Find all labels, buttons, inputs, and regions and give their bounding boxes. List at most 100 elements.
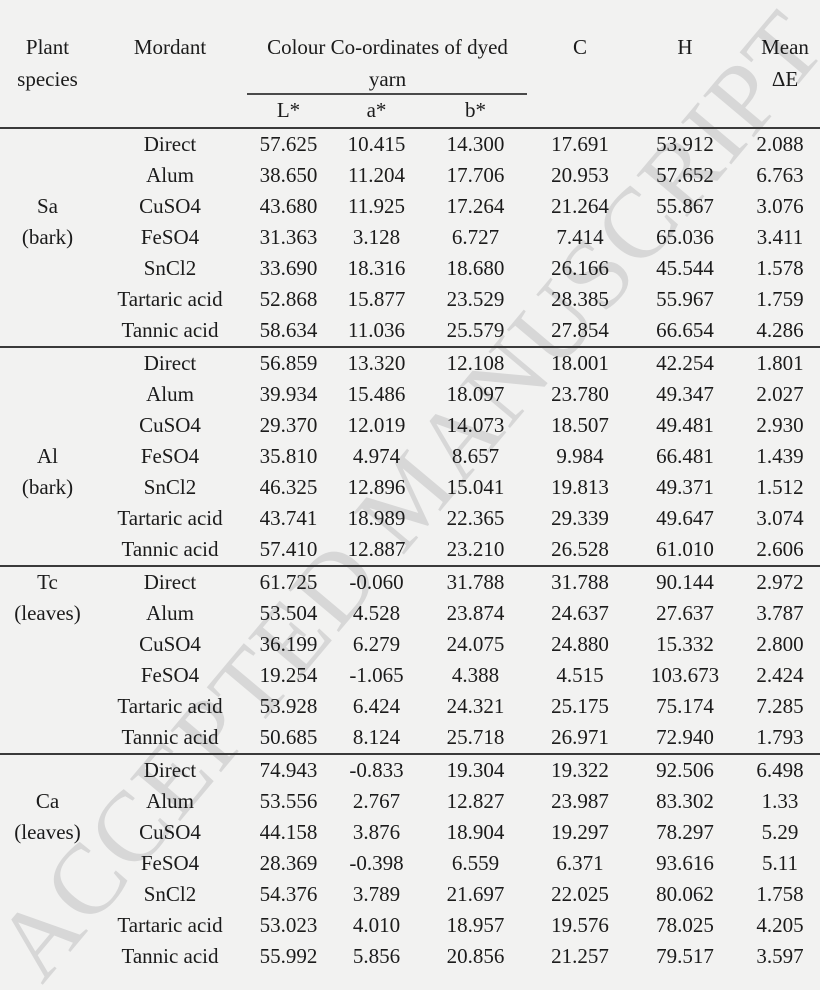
value-cell-L: 57.625 <box>259 132 318 156</box>
table-row: SnCl2 33.690 18.316 18.680 26.166 45.544 1.578 <box>0 253 820 284</box>
value-cell-b: 18.957 <box>446 913 505 937</box>
value-cell-L: 50.685 <box>259 725 318 749</box>
mordant-cell: Alum <box>146 789 194 813</box>
value-cell-L: 53.023 <box>259 913 318 937</box>
value-cell-dE: 2.088 <box>756 132 804 156</box>
table-row: Alum 53.556 2.767 12.827 23.987 83.302 1.33 <box>0 786 820 817</box>
value-cell-L: 57.410 <box>259 537 318 561</box>
value-cell-C: 27.854 <box>551 318 609 342</box>
value-cell-L: 28.369 <box>259 851 318 875</box>
table-row: Direct 74.943 -0.833 19.304 19.322 92.506 6.49… <box>0 755 820 786</box>
value-cell-L: 53.928 <box>259 694 318 718</box>
value-cell-dE: 3.411 <box>756 225 804 249</box>
value-cell-H: 42.254 <box>656 351 714 375</box>
value-cell-a: -0.398 <box>349 851 404 875</box>
value-cell-dE: 2.972 <box>756 570 804 594</box>
value-cell-C: 18.001 <box>551 351 609 375</box>
value-cell-a: 8.124 <box>352 725 401 749</box>
col-header-hue-H: H <box>677 35 693 59</box>
table-row: Alum 53.504 4.528 23.874 24.637 27.637 3.787 <box>0 598 820 629</box>
mordant-cell: SnCl2 <box>143 475 197 499</box>
value-cell-L: 61.725 <box>259 570 318 594</box>
value-cell-b: 6.727 <box>451 225 500 249</box>
mordant-cell: Direct <box>143 758 197 782</box>
subcol-header-b-star: b* <box>465 98 486 122</box>
value-cell-C: 24.880 <box>551 632 609 656</box>
value-cell-C: 28.385 <box>551 287 609 311</box>
mordant-cell: Alum <box>146 601 194 625</box>
value-cell-H: 93.616 <box>656 851 714 875</box>
plant-species-part: (leaves) <box>14 601 81 625</box>
value-cell-L: 39.934 <box>259 382 318 406</box>
table-row: Tartaric acid 53.928 6.424 24.321 25.175 75.1… <box>0 691 820 722</box>
table-body: Sa (bark) Direct 57.625 10.415 14.300 17.691 53… <box>0 129 820 972</box>
value-cell-C: 26.528 <box>551 537 609 561</box>
mordant-cell: SnCl2 <box>143 882 197 906</box>
value-cell-b: 18.904 <box>446 820 505 844</box>
value-cell-a: 5.856 <box>352 944 401 968</box>
value-cell-L: 54.376 <box>259 882 318 906</box>
value-cell-a: 6.424 <box>352 694 401 718</box>
value-cell-a: -0.833 <box>349 758 404 782</box>
value-cell-H: 78.025 <box>656 913 714 937</box>
table-row: Tartaric acid 43.741 18.989 22.365 29.339 49.… <box>0 503 820 534</box>
table-row: FeSO4 19.254 -1.065 4.388 4.515 103.673 2.424 <box>0 660 820 691</box>
value-cell-L: 56.859 <box>259 351 318 375</box>
value-cell-dE: 3.597 <box>756 944 804 968</box>
value-cell-dE: 1.578 <box>756 256 804 280</box>
mordant-cell: Alum <box>146 382 194 406</box>
mordant-cell: Tannic acid <box>121 537 219 561</box>
value-cell-dE: 4.205 <box>756 913 804 937</box>
value-cell-C: 23.780 <box>551 382 609 406</box>
value-cell-H: 80.062 <box>656 882 714 906</box>
value-cell-C: 19.322 <box>551 758 609 782</box>
species-group: Ca (leaves) Direct 74.943 -0.833 19.304 19.322… <box>0 755 820 972</box>
table-row: Tannic acid 50.685 8.124 25.718 26.971 72.940… <box>0 722 820 753</box>
value-cell-C: 25.175 <box>551 694 609 718</box>
value-cell-H: 49.481 <box>656 413 714 437</box>
value-cell-H: 49.347 <box>656 382 714 406</box>
value-cell-a: 3.128 <box>352 225 401 249</box>
mordant-cell: Tartaric acid <box>117 506 223 530</box>
value-cell-b: 4.388 <box>451 663 500 687</box>
value-cell-H: 103.673 <box>650 663 720 687</box>
table-row: Direct 57.625 10.415 14.300 17.691 53.912 2.08… <box>0 129 820 160</box>
value-cell-b: 19.304 <box>446 758 505 782</box>
value-cell-C: 19.297 <box>551 820 609 844</box>
value-cell-C: 22.025 <box>551 882 609 906</box>
value-cell-dE: 6.498 <box>756 758 804 782</box>
value-cell-L: 33.690 <box>259 256 318 280</box>
mordant-cell: FeSO4 <box>140 663 200 687</box>
mordant-cell: CuSO4 <box>139 194 201 218</box>
value-cell-H: 55.867 <box>656 194 714 218</box>
value-cell-b: 20.856 <box>446 944 505 968</box>
table-row: Alum 39.934 15.486 18.097 23.780 49.347 2.027 <box>0 379 820 410</box>
value-cell-a: 2.767 <box>352 789 401 813</box>
value-cell-C: 26.971 <box>551 725 609 749</box>
plant-species-label: Sa (bark) <box>0 129 95 253</box>
col-header-chroma-C: C <box>572 35 587 59</box>
plant-species-part: (bark) <box>21 475 74 499</box>
table-row: Tartaric acid 53.023 4.010 18.957 19.576 78.0… <box>0 910 820 941</box>
mordant-cell: Tartaric acid <box>117 913 223 937</box>
value-cell-b: 14.073 <box>446 413 505 437</box>
table-row: Tannic acid 58.634 11.036 25.579 27.854 66.65… <box>0 315 820 346</box>
value-cell-dE: 1.801 <box>756 351 804 375</box>
table-row: CuSO4 29.370 12.019 14.073 18.507 49.481 2.930 <box>0 410 820 441</box>
value-cell-dE: 6.763 <box>756 163 804 187</box>
value-cell-a: -1.065 <box>349 663 404 687</box>
value-cell-H: 92.506 <box>656 758 714 782</box>
value-cell-dE: 4.286 <box>756 318 804 342</box>
table-row: Alum 38.650 11.204 17.706 20.953 57.652 6.763 <box>0 160 820 191</box>
value-cell-b: 17.264 <box>446 194 505 218</box>
value-cell-dE: 2.606 <box>756 537 804 561</box>
value-cell-a: 13.320 <box>347 351 406 375</box>
value-cell-a: 3.876 <box>352 820 401 844</box>
value-cell-L: 74.943 <box>259 758 318 782</box>
value-cell-b: 31.788 <box>446 570 505 594</box>
plant-species-label: Al (bark) <box>0 348 95 503</box>
value-cell-C: 29.339 <box>551 506 609 530</box>
mordant-cell: CuSO4 <box>139 820 201 844</box>
value-cell-dE: 2.800 <box>756 632 804 656</box>
